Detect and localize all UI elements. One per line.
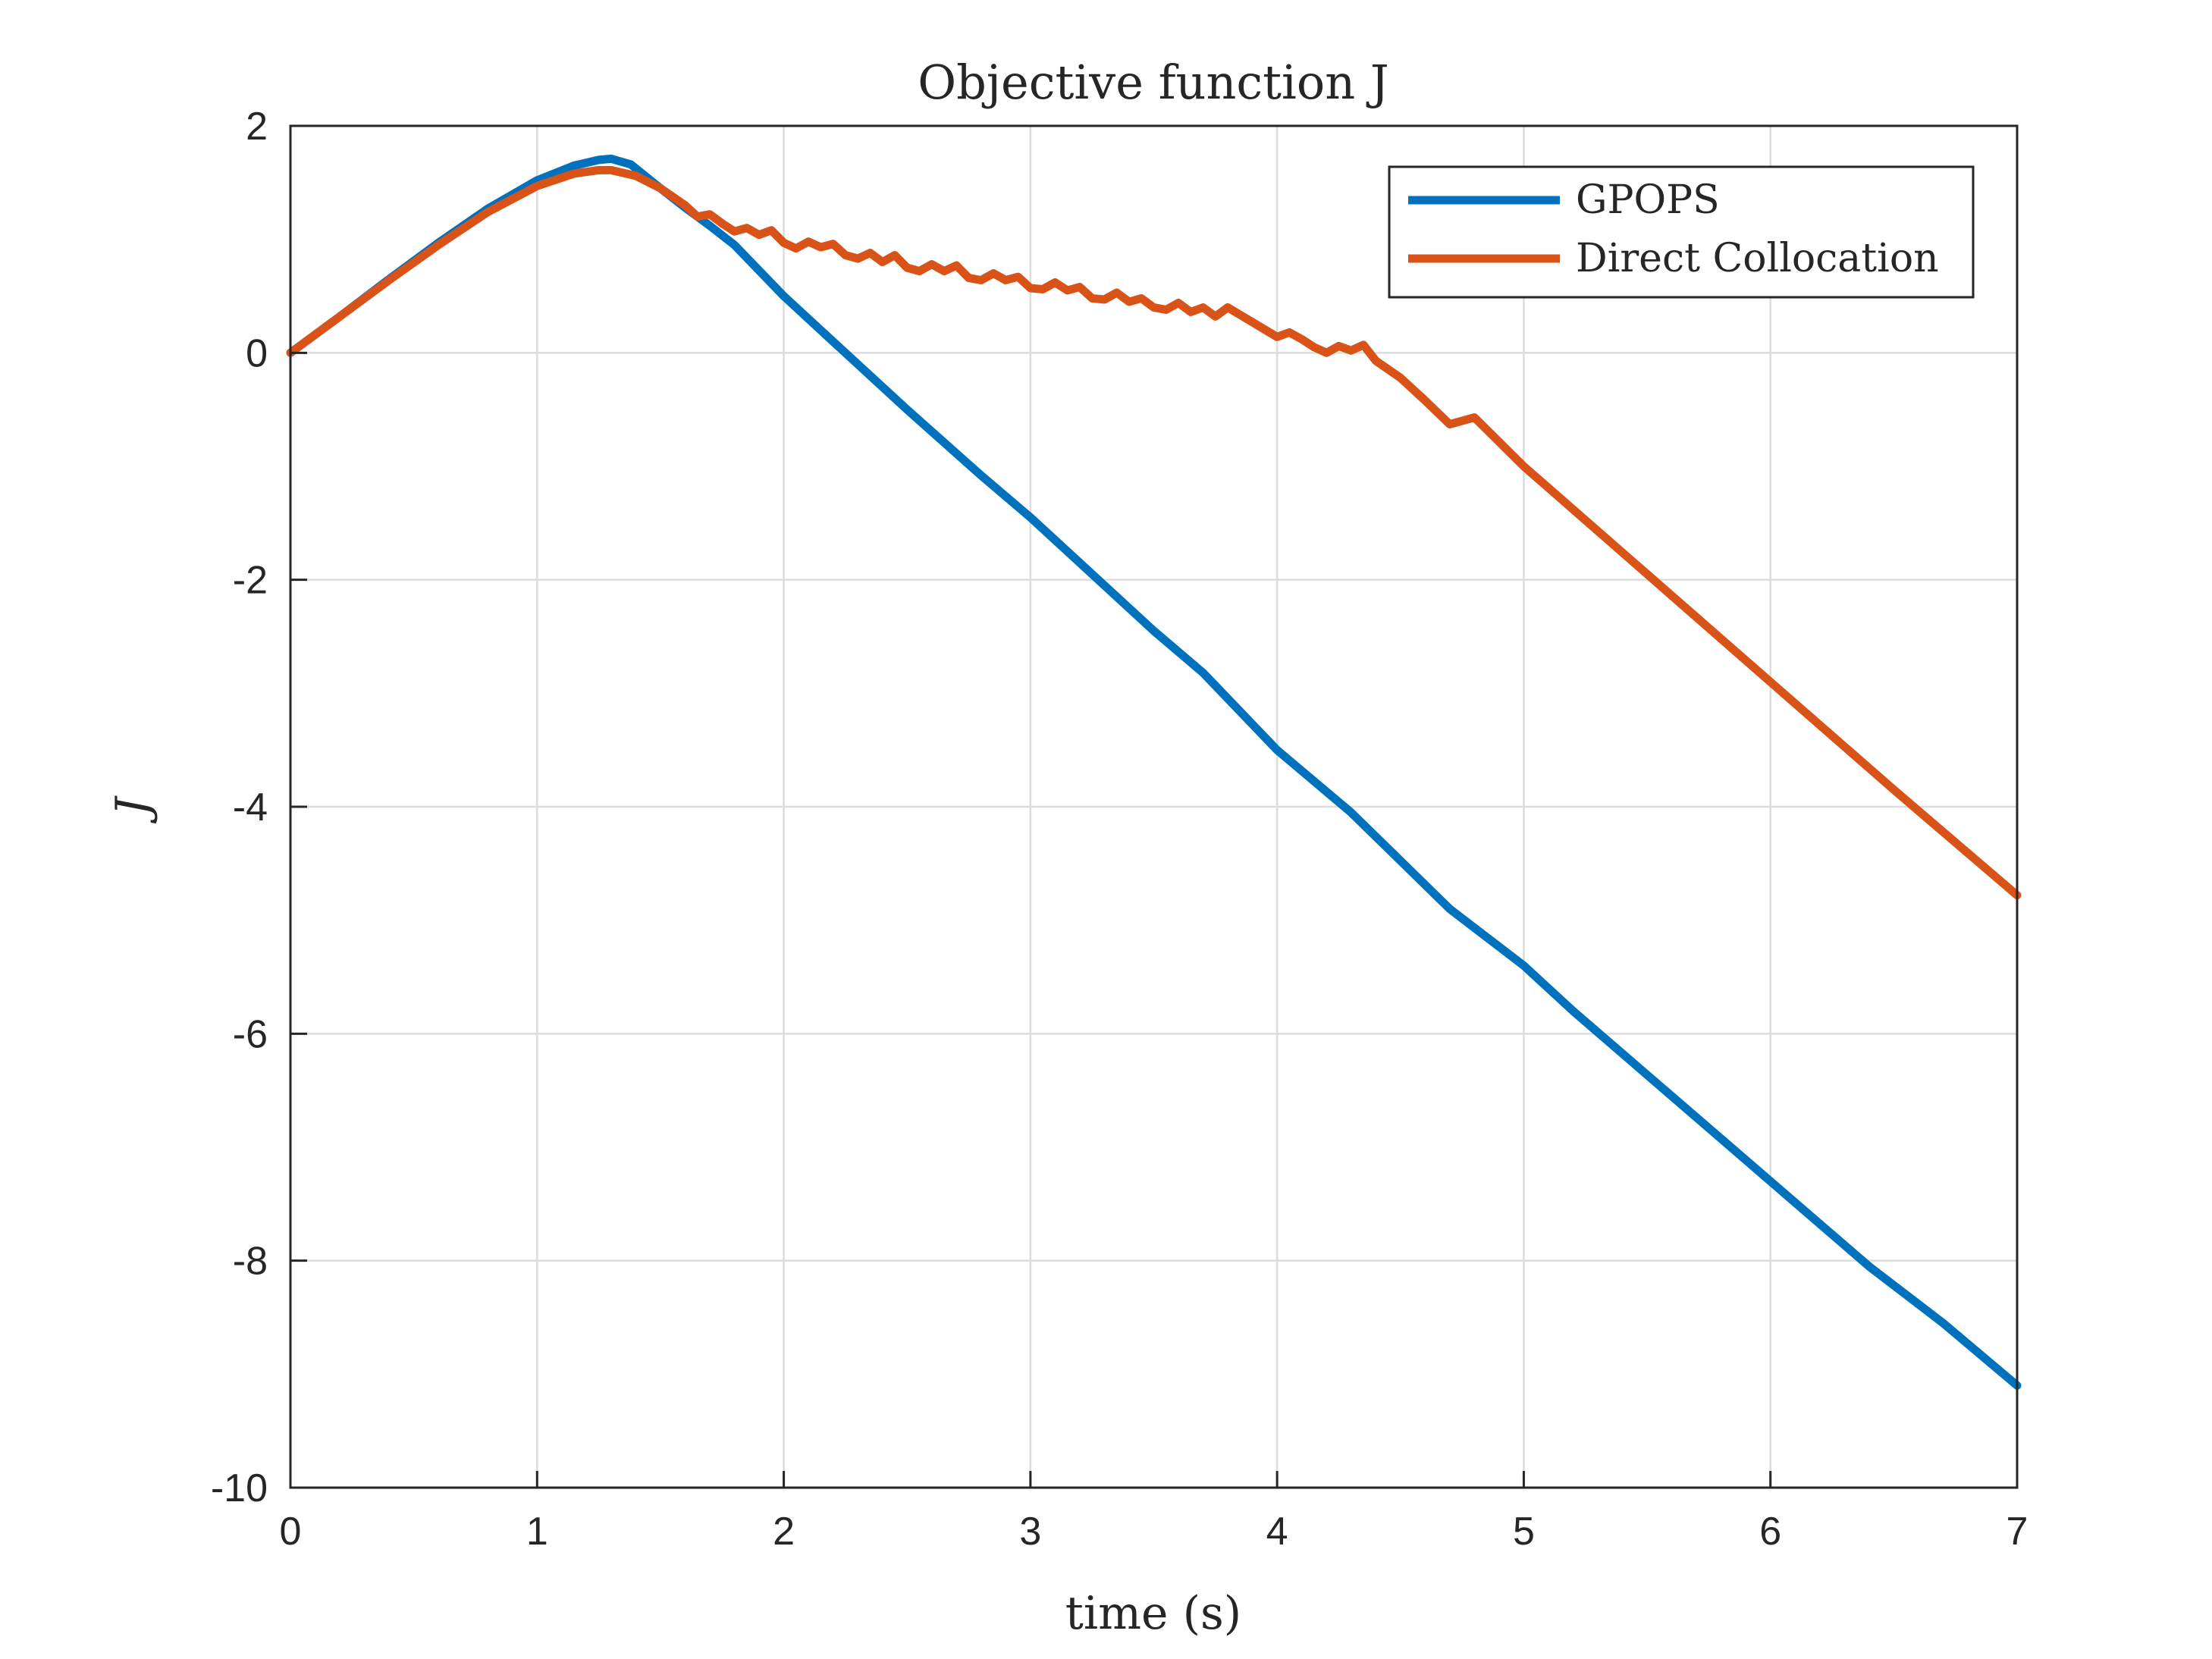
y-tick-label: 0 (246, 331, 268, 375)
x-tick-label: 0 (280, 1510, 302, 1554)
x-axis-label: time (s) (1065, 1587, 1241, 1640)
chart-title: Objective function J (918, 55, 1388, 110)
y-tick-label: -6 (233, 1012, 268, 1056)
series-lines (286, 154, 2022, 1390)
series-line-gpops (286, 154, 2022, 1390)
tick-labels: 0 1 2 3 4 5 6 7 2 0 -2 -4 -6 -8 -10 (211, 105, 2028, 1554)
y-tick-label: -2 (233, 559, 268, 603)
x-tick-label: 6 (1759, 1510, 1781, 1554)
legend-box (1388, 165, 1975, 299)
x-tick-label: 5 (1513, 1510, 1535, 1554)
x-tick-label: 3 (1019, 1510, 1041, 1554)
x-tick-label: 4 (1266, 1510, 1288, 1554)
y-tick-label: -4 (233, 786, 268, 830)
series-line-direct-collocation (286, 165, 2022, 900)
x-tick-label: 2 (773, 1510, 795, 1554)
x-tick-label: 1 (526, 1510, 548, 1554)
legend-label-gpops: GPOPS (1576, 177, 1720, 223)
legend: GPOPS Direct Collocation (1388, 165, 1975, 299)
tick-marks (289, 124, 2019, 1489)
legend-label-direct-collocation: Direct Collocation (1576, 236, 1939, 281)
y-tick-label: -8 (233, 1240, 268, 1284)
y-tick-label: -10 (211, 1466, 268, 1510)
y-tick-label: 2 (246, 105, 268, 149)
x-tick-label: 7 (2006, 1510, 2028, 1554)
